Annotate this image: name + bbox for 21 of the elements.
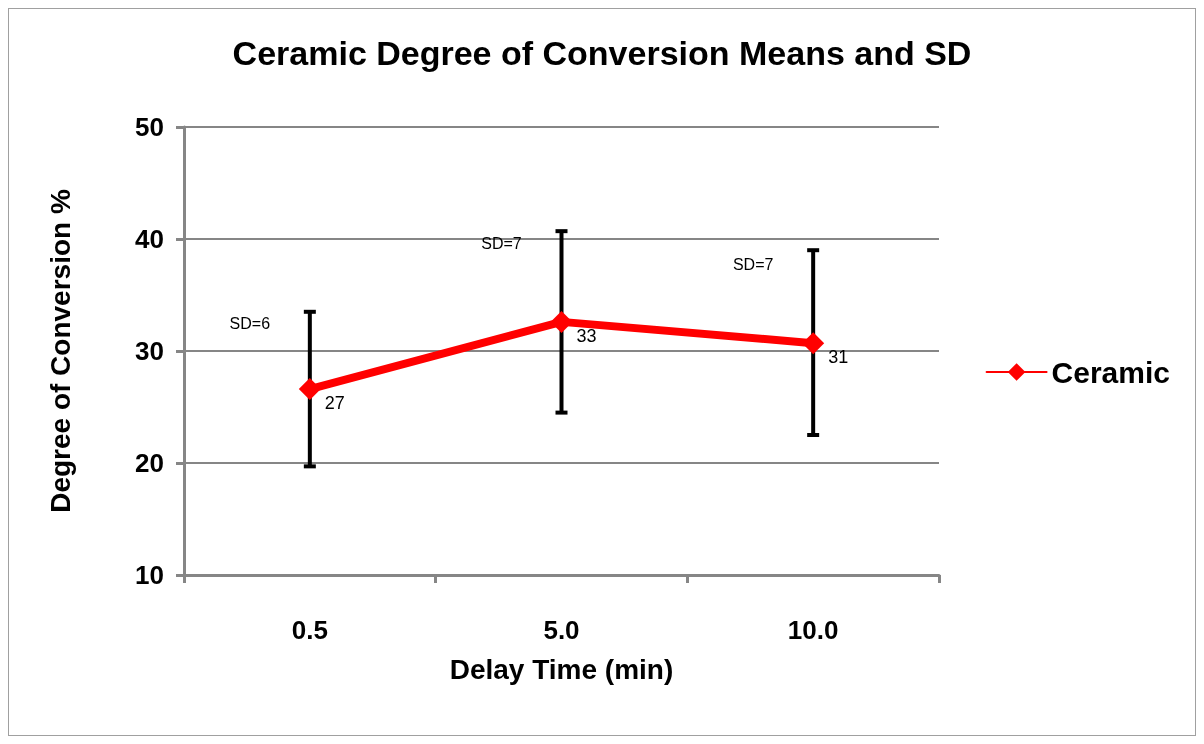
y-tick-label: 10 xyxy=(135,560,164,590)
y-axis-title: Degree of Conversion % xyxy=(44,189,76,513)
y-tick-label: 40 xyxy=(135,224,164,254)
x-tick-label: 0.5 xyxy=(291,615,328,645)
data-label: 33 xyxy=(576,325,597,346)
annotation: SD=7 xyxy=(732,256,774,274)
x-axis-title: Delay Time (min) xyxy=(449,653,674,685)
x-tick-label: 10.0 xyxy=(787,615,839,645)
data-label: 27 xyxy=(324,393,345,414)
chart-title: Ceramic Degree of Conversion Means and SD xyxy=(232,34,972,72)
y-tick-label: 20 xyxy=(135,448,164,478)
y-tick-label: 30 xyxy=(135,336,164,366)
point xyxy=(298,378,321,401)
annotation: SD=7 xyxy=(481,234,522,252)
point xyxy=(550,310,573,333)
point xyxy=(802,332,825,355)
legend-label: Ceramic xyxy=(1051,355,1170,389)
annotation: SD=6 xyxy=(229,314,271,332)
x-tick-label: 5.0 xyxy=(543,615,580,645)
data-label: 31 xyxy=(828,347,849,368)
y-tick-label: 50 xyxy=(135,112,164,142)
